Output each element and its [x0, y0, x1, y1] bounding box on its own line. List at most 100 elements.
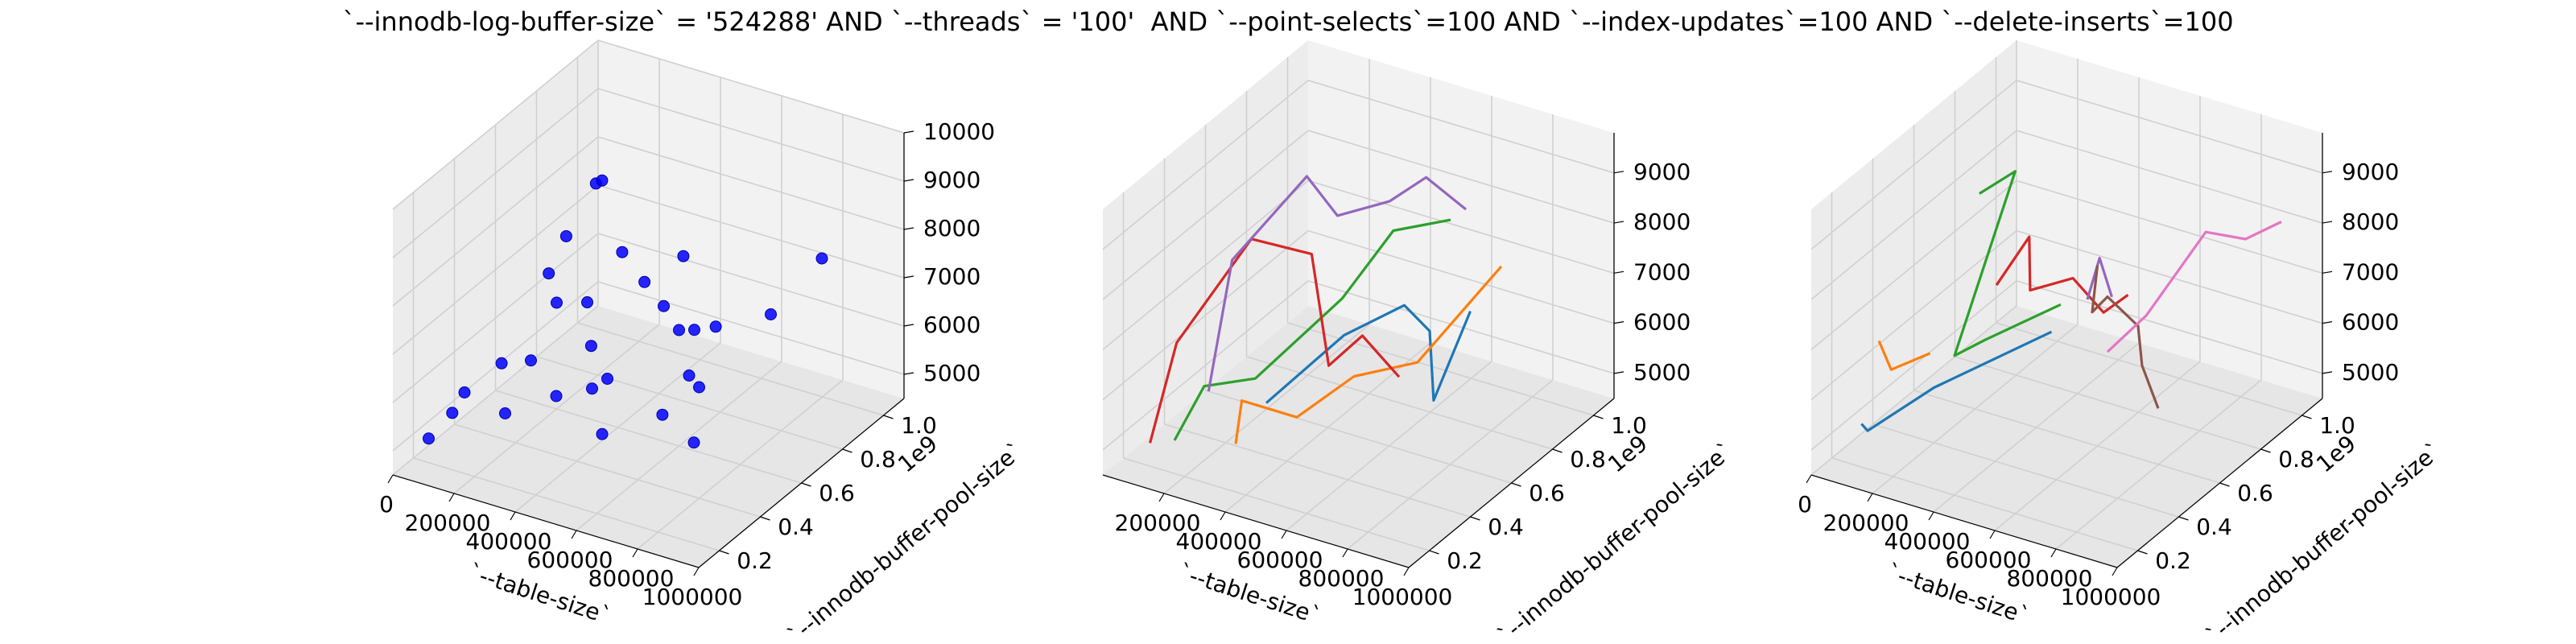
subplot-3: 020000040000060000080000010000000.20.40.…	[1798, 40, 2447, 644]
gridline-y-floor	[1164, 423, 1471, 518]
y-tick-label: 0.4	[2196, 514, 2232, 540]
gridline-z-back	[2016, 280, 2323, 374]
gridline-z-back	[2016, 80, 2323, 174]
scatter-point	[423, 432, 435, 445]
y-tick-label: 1.0	[901, 412, 937, 439]
z-tick-label: 7000	[1633, 258, 1690, 285]
gridline-z-back	[597, 136, 905, 230]
z-tick	[903, 130, 914, 134]
gridline-z-back	[597, 88, 905, 182]
x-tick-label: 0	[379, 491, 394, 518]
z-tick-label: 7000	[2342, 258, 2399, 285]
gridline-y-floor	[1246, 356, 1553, 450]
y-tick	[760, 516, 770, 521]
gridline-z-back	[1307, 130, 1615, 224]
gridline-y-floor	[1831, 457, 2138, 551]
scatter-point	[551, 296, 563, 309]
z-tick-label: 8000	[2342, 208, 2399, 235]
z-tick	[1613, 171, 1624, 174]
gridline-z-side	[1810, 80, 2017, 250]
x-tick-label: 600000	[527, 547, 613, 573]
z-tick-label: 9000	[2342, 159, 2399, 185]
y-tick	[842, 448, 852, 453]
gridline-z-side	[392, 39, 599, 210]
scatter-point	[596, 427, 609, 440]
z-tick-label: 5000	[1633, 359, 1690, 386]
gridline-z-side	[1810, 229, 2017, 401]
series-line-2	[1877, 340, 1931, 371]
gridline-z-back	[597, 233, 905, 327]
x-tick-label: 200000	[1115, 510, 1201, 536]
gridline-y-floor	[454, 423, 761, 518]
y-tick-label: 0.2	[737, 547, 773, 574]
z-tick	[2322, 221, 2333, 224]
z-tick	[903, 372, 914, 375]
y-tick-label: 0.6	[2237, 480, 2273, 506]
gridline-z-back	[1307, 229, 1615, 324]
x-tick	[1806, 474, 1812, 484]
scatter-point	[765, 308, 777, 320]
gridline-z-back	[1307, 280, 1615, 374]
gridline-z-side	[1102, 130, 1309, 300]
gridline-z-side	[392, 184, 599, 355]
back-pane	[1308, 40, 1614, 398]
y-tick-label: 0.6	[1529, 480, 1565, 506]
z-tick-label: 6000	[923, 312, 980, 338]
subplot-1: 020000040000060000080000010000000.20.40.…	[379, 39, 1029, 644]
y-tick	[801, 482, 811, 487]
y-tick-label: 0.2	[2155, 547, 2191, 574]
series-line-7	[2106, 221, 2282, 353]
series-line-3	[1173, 218, 1451, 441]
gridline-y-floor	[577, 322, 884, 416]
scatter-point	[658, 299, 670, 312]
y-tick-label: 0.2	[1447, 547, 1483, 574]
gridline-z-back	[2016, 180, 2323, 275]
scatter-point	[677, 250, 690, 262]
y-tick	[1511, 482, 1521, 487]
z-tick-label: 5000	[923, 360, 980, 386]
x-tick-label: 800000	[588, 565, 675, 592]
x-tick	[510, 511, 516, 521]
x-tick	[1403, 567, 1410, 576]
x-tick	[2050, 548, 2057, 558]
y-tick-label: 1.0	[2319, 412, 2355, 439]
z-tick	[903, 227, 914, 230]
x-tick	[1220, 511, 1226, 521]
z-tick-label: 7000	[923, 263, 980, 290]
x-tick	[1342, 548, 1348, 558]
figure-title: `--innodb-log-buffer-size` = '524288' AN…	[342, 6, 2234, 37]
x-tick	[693, 567, 700, 576]
scatter-point	[543, 267, 555, 280]
series-line-1	[1265, 303, 1472, 404]
series-line-4	[1995, 235, 2129, 314]
y-tick	[2137, 550, 2148, 555]
x-tick	[571, 530, 577, 539]
x-tick-label: 400000	[1885, 528, 1971, 555]
x-tick	[448, 493, 455, 502]
gridline-z-back	[597, 281, 905, 375]
gridline-z-side	[1810, 130, 2017, 300]
x-tick-label: 0	[1798, 491, 1812, 518]
gridline-y-floor	[1123, 457, 1430, 551]
x-axis-line	[1810, 474, 2118, 568]
gridline-z-side	[392, 88, 599, 258]
gridline-z-back	[597, 39, 905, 134]
gridline-z-back	[2016, 130, 2323, 224]
scatter-point	[656, 408, 669, 421]
x-tick-label: 1000000	[642, 584, 743, 610]
scatter-point	[709, 320, 722, 333]
scatter-point	[815, 252, 828, 265]
z-tick	[1613, 371, 1624, 374]
z-tick-label: 6000	[1633, 309, 1690, 336]
gridline-z-side	[1102, 280, 1309, 451]
series-line-6	[2091, 265, 2160, 409]
z-tick	[2322, 371, 2333, 374]
gridline-y-floor	[1872, 423, 2179, 518]
x-tick-label: 200000	[1823, 510, 1909, 536]
scatter-point	[673, 324, 685, 336]
y-tick-label: 0.8	[2278, 446, 2314, 473]
gridline-y-floor	[536, 356, 843, 450]
y-tick	[2301, 415, 2312, 419]
scatter-point	[601, 373, 613, 385]
